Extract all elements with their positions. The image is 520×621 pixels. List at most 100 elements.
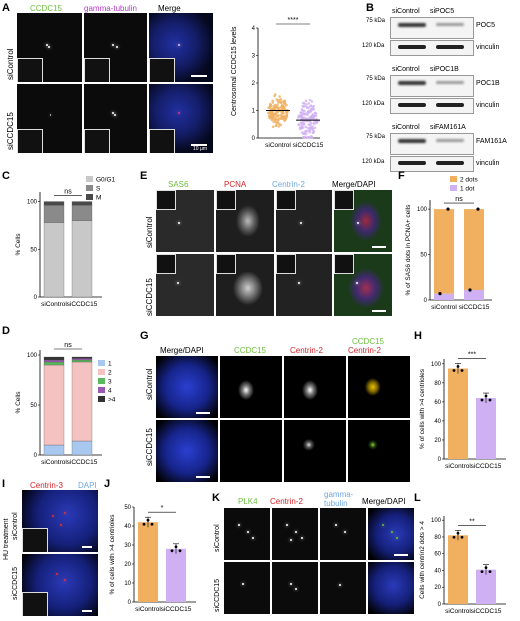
- panel-a-inset: [17, 129, 43, 153]
- significance-label: *: [161, 505, 164, 512]
- legend-label: 4: [108, 388, 112, 395]
- signal-dot: [391, 531, 393, 534]
- scale-bar: [191, 75, 207, 77]
- data-point: [304, 132, 308, 136]
- panel-a-ylabel: Centrosomal CCDC15 levels: [231, 26, 238, 116]
- panel-h-chart: 0 20 40 60 80 100 % of cells with >4 centriole…: [419, 352, 506, 470]
- scale-bar-label: 10 µm: [193, 146, 207, 152]
- blot-lane-label: siControl: [392, 124, 420, 131]
- data-point: [312, 104, 315, 108]
- panel-k-img-gtub-ctrl: [320, 508, 366, 560]
- scale-bar: [372, 246, 386, 248]
- blot-band: [436, 23, 464, 26]
- blot-kda: 120 kDa: [362, 101, 385, 107]
- signal-dot: [177, 44, 180, 47]
- signal-dot: [112, 111, 115, 114]
- panel-g-ch1-text: Merge/DAPI: [160, 346, 204, 355]
- signal-dot: [356, 281, 359, 284]
- data-point: [299, 111, 303, 114]
- signal-dot: [290, 539, 293, 542]
- legend-swatch: [98, 360, 105, 366]
- data-point: [304, 125, 308, 129]
- data-point: [480, 570, 484, 574]
- signal-dot: [334, 523, 337, 526]
- signal-dot: [295, 588, 297, 590]
- data-point: [307, 102, 311, 105]
- panel-g-img-ccdc15-ctrl: [220, 356, 282, 418]
- panel-g-ch4a: CCDC15: [352, 337, 385, 346]
- panel-g-img-merge-ctrl: [156, 356, 218, 418]
- signal-dot: [177, 111, 180, 114]
- panel-a-chart: Centrosomal CCDC15 levels 0 1 2 3 4 siControl…: [231, 17, 324, 149]
- y-tick-label: 80: [434, 535, 441, 541]
- bar-segment: [43, 359, 65, 363]
- y-tick-label: 40: [434, 568, 441, 574]
- data-point: [312, 130, 316, 133]
- y-tick-label: 0: [424, 298, 428, 304]
- y-tick-label: 50: [30, 247, 37, 253]
- panel-a-inset: [149, 58, 175, 82]
- bar-segment: [43, 364, 65, 446]
- data-point: [170, 549, 174, 553]
- panel-g-img-ccdc15-si: [220, 420, 282, 482]
- data-point: [278, 95, 281, 98]
- y-tick-label: 60: [434, 400, 441, 406]
- blot-lane-label: siPOC1B: [430, 66, 459, 73]
- legend-swatch: [98, 387, 105, 393]
- data-point: [309, 121, 312, 125]
- signal-dot: [63, 578, 66, 581]
- x-tick-label: siControl: [445, 608, 471, 615]
- panel-g-row2: siCCDC15: [145, 428, 154, 466]
- bar-segment: [71, 201, 93, 206]
- panel-g-img-overlay-ctrl: [348, 356, 410, 418]
- x-tick-label: siControl: [445, 463, 471, 470]
- legend-label: 1 dot: [460, 186, 475, 193]
- bar-segment: [43, 444, 65, 456]
- blot-lane-label: siPOC5: [430, 8, 455, 15]
- data-point: [269, 112, 273, 115]
- signal-dot: [48, 46, 51, 49]
- bar-segment: [71, 356, 93, 359]
- data-point: [283, 119, 287, 122]
- blot-protein: vinculin: [476, 44, 500, 51]
- bar-segment: [43, 201, 65, 206]
- blot-membrane: [390, 17, 474, 39]
- y-tick-label: 0: [252, 136, 256, 142]
- panel-a-row2: siCCDC15: [6, 112, 15, 150]
- signal-dot: [63, 511, 66, 514]
- data-point: [456, 365, 460, 368]
- signal-dot: [339, 583, 342, 586]
- y-tick-label: 40: [124, 524, 131, 530]
- data-point: [150, 522, 154, 526]
- blot-membrane: [390, 98, 474, 114]
- bar-segment: [464, 209, 484, 290]
- bar-segment: [71, 361, 93, 442]
- data-point: [306, 126, 310, 130]
- signal-dot: [395, 536, 398, 539]
- legend-swatch: [86, 194, 93, 200]
- blot-protein: POC5: [476, 22, 496, 29]
- signal-dot: [56, 572, 59, 575]
- y-tick-label: 2: [252, 81, 256, 87]
- blot-kda: 75 kDa: [366, 18, 386, 24]
- blot-membrane: [390, 40, 474, 56]
- y-tick-label: 10: [124, 581, 131, 587]
- y-tick-label: 30: [124, 543, 131, 549]
- panel-a-img-merge-ctrl: [149, 13, 213, 82]
- blot-band: [436, 161, 464, 165]
- data-point: [302, 116, 306, 120]
- panel-f-chart: 0 50 100 % of SAS6 dots in PCNA+ cells siCon…: [405, 176, 492, 311]
- signal-dot: [237, 523, 240, 526]
- x-tick-label: siCCDC15: [459, 304, 490, 311]
- data-point: [302, 120, 305, 123]
- signal-dot: [112, 44, 115, 47]
- blot-membrane: [390, 133, 474, 155]
- scale-bar: [191, 144, 207, 146]
- data-point: [281, 106, 285, 110]
- blot-protein: POC1B: [476, 80, 500, 87]
- blot-kda: 120 kDa: [362, 159, 385, 165]
- signal-dot: [46, 44, 49, 47]
- data-point: [296, 116, 300, 119]
- significance-label: ns: [455, 196, 463, 203]
- y-tick-label: 40: [434, 419, 441, 425]
